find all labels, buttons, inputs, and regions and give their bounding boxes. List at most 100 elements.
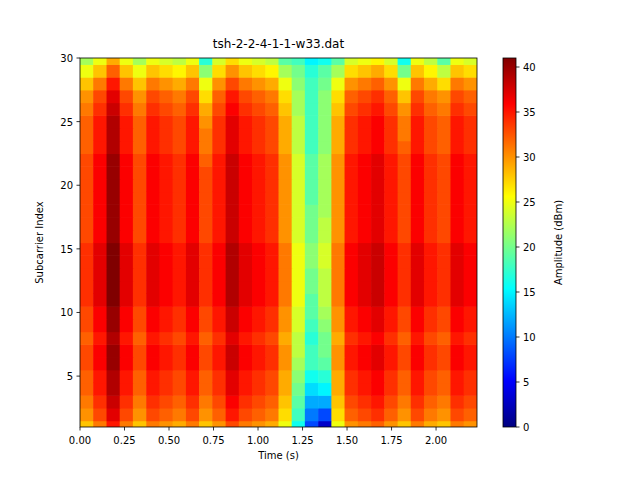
cell — [107, 344, 121, 357]
cell — [279, 77, 293, 90]
cell — [437, 64, 451, 77]
cell — [358, 141, 372, 154]
cell — [252, 230, 266, 243]
cell — [120, 421, 134, 427]
cell — [411, 395, 425, 408]
cell — [80, 344, 94, 357]
cell — [159, 64, 173, 77]
colorbar-tick-label: 30 — [523, 152, 536, 163]
cell — [159, 103, 173, 116]
cell — [279, 166, 293, 179]
cell — [437, 128, 451, 141]
cell — [93, 192, 107, 205]
cell — [305, 77, 319, 90]
cell — [265, 268, 279, 281]
cell — [318, 166, 332, 179]
cell — [265, 192, 279, 205]
cell — [146, 230, 160, 243]
cell — [411, 357, 425, 370]
cell — [80, 64, 94, 77]
cell — [226, 319, 240, 332]
cell — [120, 103, 134, 116]
colorbar-tick — [516, 292, 520, 293]
background — [0, 0, 640, 480]
cell — [199, 230, 213, 243]
cell — [279, 344, 293, 357]
cell — [93, 115, 107, 128]
cell — [411, 166, 425, 179]
cell — [318, 192, 332, 205]
cell — [159, 90, 173, 103]
cell — [173, 382, 187, 395]
cell — [146, 115, 160, 128]
cell — [358, 319, 372, 332]
cell — [398, 141, 412, 154]
cell — [384, 293, 398, 306]
cell — [345, 90, 359, 103]
cell — [173, 332, 187, 345]
cell — [133, 115, 147, 128]
y-tick-label: 30 — [60, 53, 73, 64]
cell — [424, 204, 438, 217]
cell — [146, 217, 160, 230]
colorbar-tick-label: 25 — [523, 197, 536, 208]
cell — [292, 141, 306, 154]
cell — [437, 370, 451, 383]
cell — [318, 128, 332, 141]
cell — [159, 293, 173, 306]
cell — [239, 58, 253, 65]
cell — [186, 141, 200, 154]
cell — [252, 243, 266, 256]
cell — [93, 103, 107, 116]
cell — [80, 166, 94, 179]
cell — [411, 192, 425, 205]
cell — [411, 293, 425, 306]
cell — [186, 281, 200, 294]
cell — [212, 408, 226, 421]
cell — [107, 332, 121, 345]
cell — [411, 64, 425, 77]
cell — [120, 58, 134, 65]
cell — [398, 421, 412, 427]
cell — [398, 153, 412, 166]
cell — [292, 192, 306, 205]
cell — [93, 255, 107, 268]
cell — [80, 319, 94, 332]
cell — [226, 179, 240, 192]
cell — [279, 255, 293, 268]
cell — [358, 58, 372, 65]
cell — [107, 268, 121, 281]
cell — [292, 306, 306, 319]
cell — [252, 268, 266, 281]
cell — [398, 128, 412, 141]
cell — [345, 319, 359, 332]
cell — [464, 153, 477, 166]
cell — [331, 357, 345, 370]
cell — [411, 255, 425, 268]
cell — [252, 421, 266, 427]
cell — [80, 293, 94, 306]
cell — [411, 319, 425, 332]
cell — [411, 103, 425, 116]
cell — [186, 64, 200, 77]
cell — [107, 128, 121, 141]
cell — [279, 153, 293, 166]
cell — [331, 332, 345, 345]
x-tick-label: 0.25 — [113, 435, 135, 446]
cell — [173, 255, 187, 268]
cell — [173, 281, 187, 294]
cell — [411, 408, 425, 421]
cell — [279, 192, 293, 205]
cell — [345, 204, 359, 217]
cell — [279, 268, 293, 281]
cell — [239, 153, 253, 166]
cell — [345, 115, 359, 128]
cell — [80, 268, 94, 281]
cell — [107, 153, 121, 166]
cell — [345, 306, 359, 319]
cell — [265, 115, 279, 128]
cell — [331, 77, 345, 90]
cell — [345, 408, 359, 421]
cell — [80, 357, 94, 370]
cell — [450, 77, 464, 90]
